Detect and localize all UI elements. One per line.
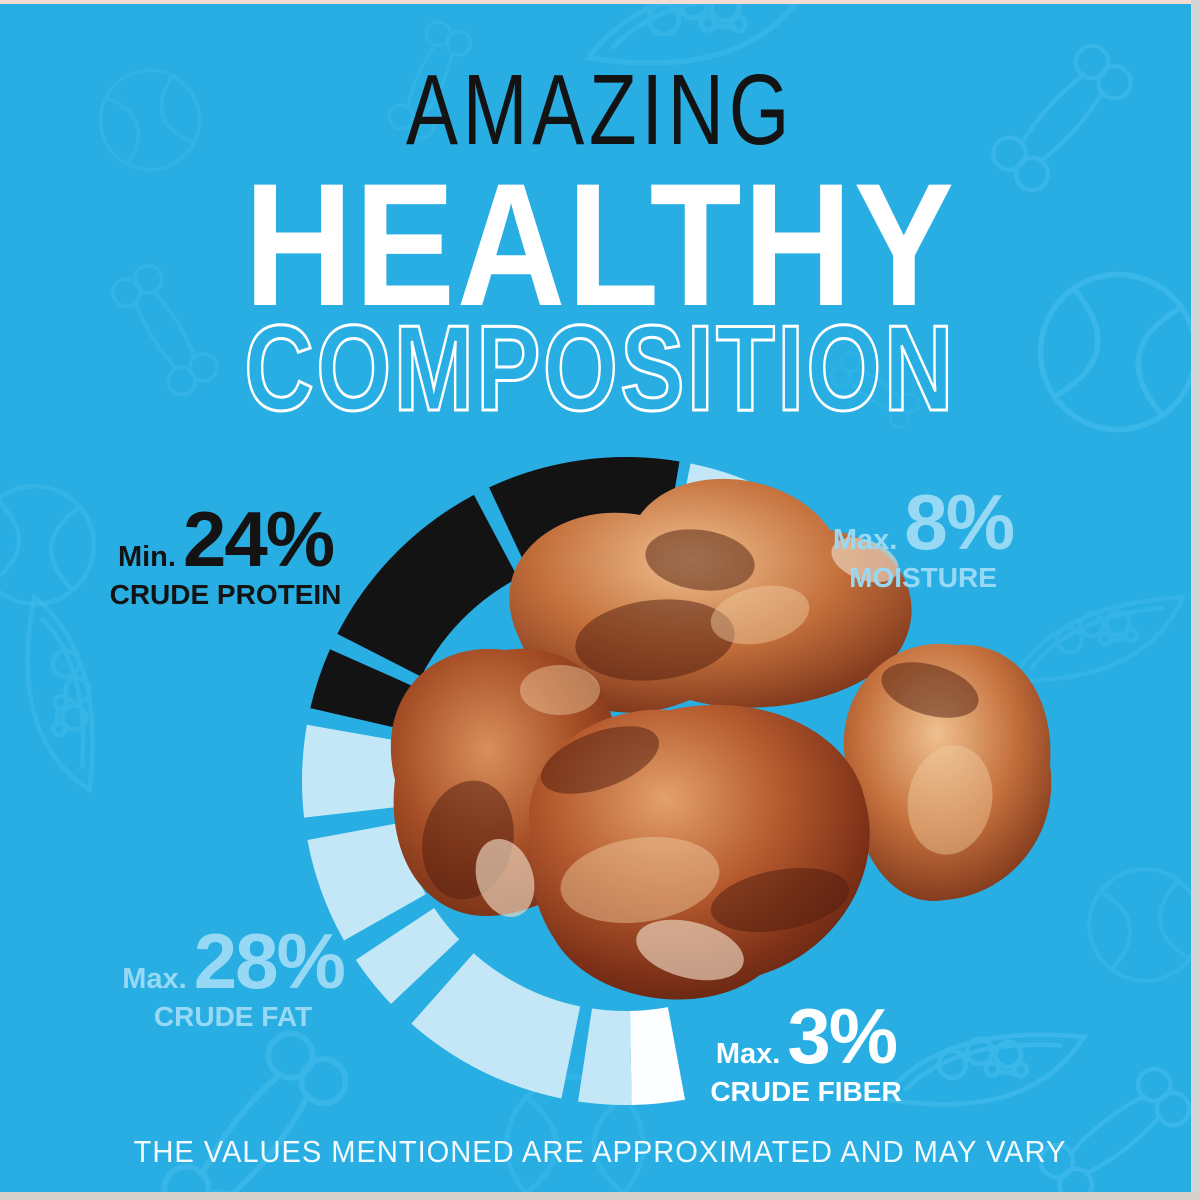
crude-fat-value-row: Max. 28%	[122, 922, 346, 1000]
crude-fiber-name: CRUDE FIBER	[710, 1076, 902, 1107]
crude-protein-label: Min. 24% CRUDE PROTEIN	[103, 500, 348, 609]
moisture-value-row: Max. 8%	[833, 483, 1015, 561]
crude-fiber-qualifier: Max.	[715, 1038, 781, 1070]
moisture-qualifier: Max.	[832, 524, 898, 556]
moisture-percent: 8%	[904, 478, 1015, 566]
ring-segment-crude-fat	[411, 953, 581, 1099]
crude-fiber-value-row: Max. 3%	[700, 997, 912, 1075]
ring-segment-crude-fat	[307, 822, 426, 941]
ring-segment-crude-fat	[578, 1008, 632, 1105]
moisture-label: Max. 8% MOISTURE	[833, 483, 1015, 593]
title-amazing: AMAZING	[405, 54, 795, 166]
crude-fat-name: CRUDE FAT	[153, 1001, 313, 1032]
values-disclaimer: THE VALUES MENTIONED ARE APPROXIMATED AN…	[133, 1134, 1067, 1169]
moisture-name: MOISTURE	[849, 562, 997, 593]
ring-segment-crude-protein	[310, 649, 416, 730]
crude-fiber-label: Max. 3% CRUDE FIBER	[700, 997, 912, 1106]
crude-protein-percent: 24%	[182, 495, 335, 583]
ring-segment-crude-fat	[355, 907, 460, 1005]
frame-edge-top	[0, 0, 1200, 4]
crude-fat-qualifier: Max.	[122, 963, 187, 995]
crude-fiber-percent: 3%	[787, 992, 898, 1080]
title-healthy: HEALTHY	[244, 148, 956, 343]
crude-protein-value-row: Min. 24%	[103, 500, 348, 578]
crude-fat-label: Max. 28% CRUDE FAT	[122, 922, 346, 1032]
crude-protein-name: CRUDE PROTEIN	[109, 579, 342, 610]
ring-segment-crude-fat	[302, 724, 400, 818]
crude-fat-percent: 28%	[193, 917, 346, 1005]
title-composition: COMPOSITION	[243, 300, 956, 436]
frame-edge-bottom	[0, 1192, 1200, 1200]
frame-edge-right	[1191, 0, 1200, 1200]
ring-segment-crude-protein	[337, 494, 519, 677]
crude-protein-qualifier: Min.	[117, 541, 176, 573]
ring-segment-crude-fiber	[630, 1007, 686, 1105]
